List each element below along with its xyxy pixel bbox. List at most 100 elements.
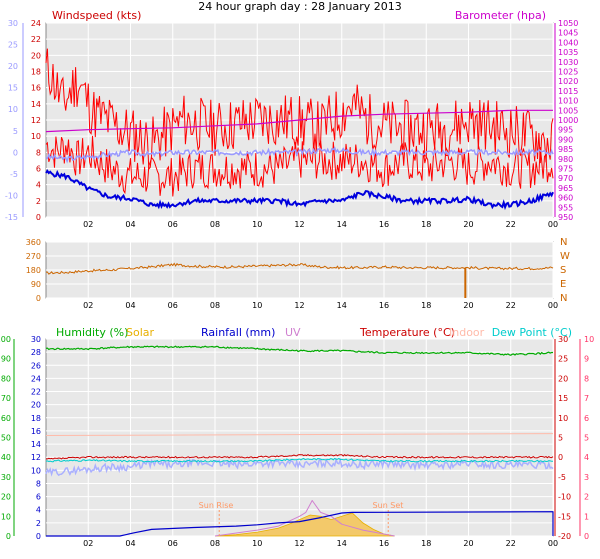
rain-axis-tick-label: 18 bbox=[31, 414, 41, 423]
rain-axis-tick-label: 10 bbox=[31, 466, 41, 475]
wind-speed-axis-tick-label: 8 bbox=[36, 148, 41, 157]
solar-label: Solar bbox=[126, 326, 155, 339]
humidity-axis-tick-label: 40 bbox=[1, 453, 11, 462]
barometer-axis-tick-label: 1025 bbox=[558, 68, 578, 77]
uv-label: UV bbox=[285, 326, 301, 339]
rain-axis-tick-label: 22 bbox=[31, 388, 41, 397]
uv-axis-tick-label: 10 bbox=[584, 335, 594, 344]
barometer-axis-tick-label: 975 bbox=[558, 165, 573, 174]
temperature-axis-tick-label: 0 bbox=[558, 453, 563, 462]
uv-axis-tick-label: 2 bbox=[584, 493, 589, 502]
temperature-axis-tick-label: 25 bbox=[558, 355, 568, 364]
temperature-axis-tick-label: 10 bbox=[558, 414, 568, 423]
wind-x-tick-label: 22 bbox=[506, 220, 516, 229]
humidity-series-line bbox=[45, 345, 553, 356]
wind-temp-axis-tick-label: 25 bbox=[8, 41, 18, 50]
humidity-axis-tick-label: 50 bbox=[1, 434, 11, 443]
wind-speed-axis-tick-label: 22 bbox=[31, 35, 41, 44]
humidity-axis-tick-label: 100 bbox=[0, 335, 11, 344]
compass-axis-tick-label: W bbox=[560, 251, 570, 262]
cond-x-tick-label: 20 bbox=[463, 539, 473, 548]
temperature-axis-tick-label: -5 bbox=[558, 473, 566, 482]
temperature-axis-tick-label: 5 bbox=[558, 434, 563, 443]
dir-x-tick-label: 06 bbox=[168, 301, 178, 310]
barometer-axis-tick-label: 1045 bbox=[558, 29, 578, 38]
temperature-axis-tick-label: -15 bbox=[558, 512, 571, 521]
axis-layer: 02 04 06 08 10 12 14 16 18 20 22 002422201816141210… bbox=[0, 19, 594, 548]
rain-axis-tick-label: 12 bbox=[31, 453, 41, 462]
wind-temp-axis-tick-label: 20 bbox=[8, 62, 18, 71]
chart-title: 24 hour graph day : 28 January 2013 bbox=[198, 0, 402, 13]
wind-x-tick-label: 10 bbox=[252, 220, 262, 229]
rain-axis-tick-label: 2 bbox=[36, 519, 41, 528]
wind-temp-axis-tick-label: 30 bbox=[8, 19, 18, 28]
cond-x-tick-label: 22 bbox=[506, 539, 516, 548]
rain-axis-tick-label: 6 bbox=[36, 493, 41, 502]
rain-axis-tick-label: 30 bbox=[31, 335, 41, 344]
barometer-axis-tick-label: 1010 bbox=[558, 97, 578, 106]
wind-speed-axis-tick-label: 0 bbox=[36, 213, 41, 222]
rain-axis-tick-label: 4 bbox=[36, 506, 41, 515]
cond-x-tick-label: 00 bbox=[548, 539, 558, 548]
uv-axis-tick-label: 4 bbox=[584, 453, 589, 462]
humidity-axis-tick-label: 80 bbox=[1, 374, 11, 383]
windspeed-label: Windspeed (kts) bbox=[52, 9, 141, 22]
windspeed-series-line bbox=[45, 135, 554, 197]
uv-axis-tick-label: 8 bbox=[584, 374, 589, 383]
direction-axis-tick-label: 180 bbox=[26, 266, 41, 275]
wind-speed-axis-tick-label: 6 bbox=[36, 165, 41, 174]
humidity-axis-tick-label: 30 bbox=[1, 473, 11, 482]
wind-speed-axis-tick-label: 14 bbox=[31, 100, 41, 109]
indoor-label: Indoor bbox=[449, 326, 485, 339]
series-layer bbox=[45, 48, 554, 537]
wind-temp-axis-tick-label: -10 bbox=[5, 191, 18, 200]
temperature-axis-tick-label: -20 bbox=[558, 532, 571, 541]
cond-x-tick-label: 08 bbox=[210, 539, 220, 548]
barometer-axis-tick-label: 980 bbox=[558, 155, 573, 164]
barometer-axis-tick-label: 970 bbox=[558, 174, 573, 183]
wind-x-tick-label: 04 bbox=[125, 220, 135, 229]
temperature-label: Temperature (°C) bbox=[359, 326, 455, 339]
uv-axis-tick-label: 0 bbox=[584, 532, 589, 541]
humidity-axis-tick-label: 90 bbox=[1, 355, 11, 364]
wind-x-tick-label: 16 bbox=[379, 220, 389, 229]
wind-speed-axis-tick-label: 4 bbox=[36, 181, 41, 190]
gust-series-line bbox=[45, 48, 554, 171]
barometer-axis-tick-label: 995 bbox=[558, 126, 573, 135]
dir-x-tick-label: 08 bbox=[210, 301, 220, 310]
wind-speed-axis-tick-label: 12 bbox=[31, 116, 41, 125]
cond-x-tick-label: 12 bbox=[294, 539, 304, 548]
humidity-label: Humidity (%) bbox=[56, 326, 128, 339]
wind-x-tick-label: 08 bbox=[210, 220, 220, 229]
cond-x-tick-label: 18 bbox=[421, 539, 431, 548]
humidity-axis-tick-label: 60 bbox=[1, 414, 11, 423]
rain-axis-tick-label: 0 bbox=[36, 532, 41, 541]
wind-speed-axis-tick-label: 16 bbox=[31, 84, 41, 93]
uv-axis-tick-label: 7 bbox=[584, 394, 589, 403]
barometer-label: Barometer (hpa) bbox=[455, 9, 546, 22]
wind-x-tick-label: 00 bbox=[548, 220, 558, 229]
wind-speed-axis-tick-label: 10 bbox=[31, 132, 41, 141]
wind-x-tick-label: 06 bbox=[168, 220, 178, 229]
temperature-axis-tick-label: 20 bbox=[558, 374, 568, 383]
dir-x-tick-label: 02 bbox=[83, 301, 93, 310]
wind-temp-axis-tick-label: 0 bbox=[13, 148, 18, 157]
cond-x-tick-label: 10 bbox=[252, 539, 262, 548]
barometer-axis-tick-label: 1030 bbox=[558, 58, 578, 67]
rainfall-label: Rainfall (mm) bbox=[201, 326, 275, 339]
dir-x-tick-label: 14 bbox=[337, 301, 347, 310]
uv-series-line bbox=[214, 500, 395, 537]
cond-x-tick-label: 06 bbox=[168, 539, 178, 548]
rainfall-series-line bbox=[46, 511, 554, 537]
compass-axis-tick-label: S bbox=[560, 265, 566, 276]
dew-point-series-line bbox=[45, 457, 553, 463]
rain-axis-tick-label: 28 bbox=[31, 348, 41, 357]
barometer-axis-tick-label: 985 bbox=[558, 145, 573, 154]
barometer-axis-tick-label: 1040 bbox=[558, 38, 578, 47]
cond-x-tick-label: 14 bbox=[337, 539, 347, 548]
barometer-series-line bbox=[45, 109, 553, 133]
indoor-series-line bbox=[45, 433, 554, 436]
uv-axis-tick-label: 6 bbox=[584, 414, 589, 423]
